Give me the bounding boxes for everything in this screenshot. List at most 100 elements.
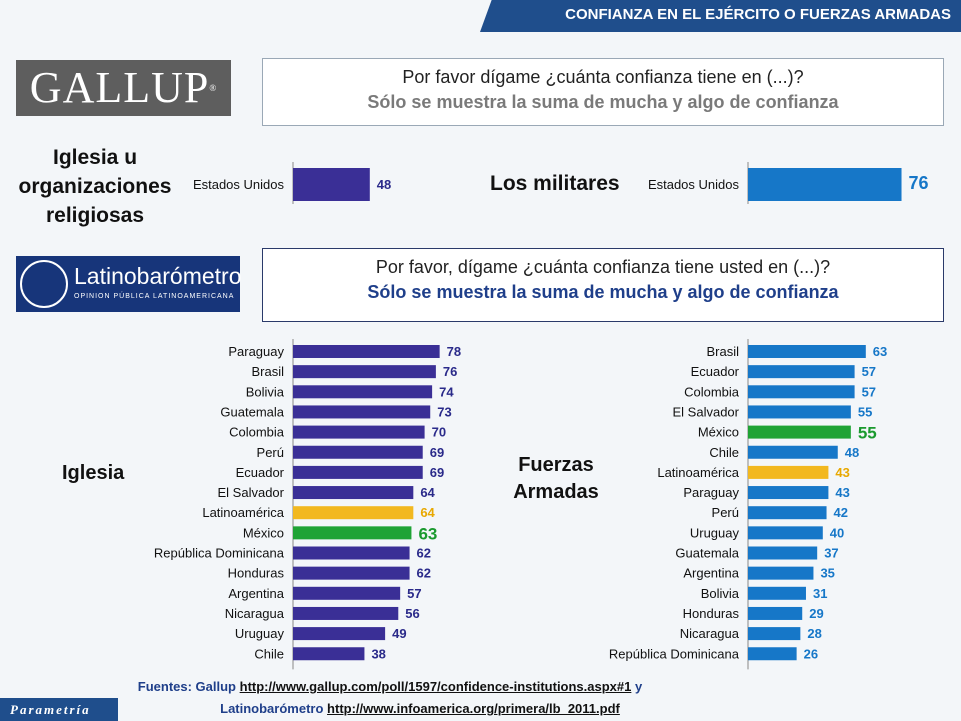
bar-el-salvador [293, 486, 414, 500]
category-label: México [243, 525, 284, 540]
category-label: Ecuador [236, 465, 285, 480]
bar-méxico [293, 526, 412, 540]
gallup-source-link[interactable]: http://www.gallup.com/poll/1597/confiden… [239, 679, 632, 694]
latinobarometro-source-link[interactable]: http://www.infoamerica.org/primera/lb_20… [327, 701, 620, 716]
category-label: Latinoamérica [202, 505, 284, 520]
category-label: Bolivia [246, 384, 285, 399]
bar-chile [748, 445, 838, 459]
sources-prefix-latinobarometro: Latinobarómetro [220, 701, 324, 716]
category-label: Colombia [229, 425, 285, 440]
category-label: Estados Unidos [648, 177, 740, 192]
fuerzas-armadas-label-line2: Armadas [513, 481, 599, 503]
category-label: Nicaragua [225, 606, 285, 621]
bar-nicaragua [293, 606, 399, 620]
category-label: Uruguay [690, 525, 740, 540]
category-label: Honduras [683, 606, 740, 621]
value-label: 69 [430, 445, 444, 460]
gallup-militares-label: Los militares [490, 172, 620, 195]
iglesia-label: Iglesia [62, 462, 125, 484]
category-label: Uruguay [235, 626, 285, 641]
category-label: Paraguay [683, 485, 739, 500]
value-label: 57 [862, 364, 876, 379]
category-label: El Salvador [673, 404, 740, 419]
value-label: 48 [845, 445, 859, 460]
latinobarometro-logo: Latinobarómetro OPINION PÚBLICA LATINOAM… [16, 256, 242, 312]
latinobarometro-note: Sólo se muestra la suma de mucha y algo … [367, 282, 839, 302]
value-label: 37 [824, 546, 838, 561]
bar-brasil [748, 345, 866, 358]
category-label: Chile [254, 646, 284, 661]
category-label: Nicaragua [680, 626, 740, 641]
gallup-iglesia-label-line1: Iglesia u [52, 146, 138, 169]
bar-latinoamérica [748, 465, 829, 479]
bar-paraguay [748, 486, 829, 500]
value-label: 55 [858, 404, 872, 419]
category-label: Perú [257, 445, 284, 460]
category-label: República Dominicana [609, 646, 740, 661]
bar-argentina [748, 566, 814, 580]
value-label: 69 [430, 465, 444, 480]
value-label: 63 [873, 344, 887, 359]
sources-prefix-gallup: Fuentes: Gallup [137, 679, 236, 694]
value-label: 64 [420, 485, 435, 500]
category-label: Colombia [684, 384, 740, 399]
bar-chile [293, 647, 365, 661]
sources-line2: Latinobarómetro http://www.infoamerica.o… [30, 701, 810, 716]
bar-guatemala [748, 546, 818, 560]
category-label: Argentina [228, 586, 284, 601]
bar-ecuador [293, 465, 423, 479]
bar-colombia [293, 425, 425, 439]
latinobarometro-logo-sub: OPINION PÚBLICA LATINOAMERICANA [74, 293, 235, 300]
value-label: 64 [420, 505, 435, 520]
value-label: 57 [407, 586, 421, 601]
value-label: 74 [439, 384, 454, 399]
sources-connector: y [635, 679, 643, 694]
bar-brasil [293, 365, 436, 379]
category-label: Honduras [228, 566, 285, 581]
bar-perú [748, 506, 827, 520]
bar-uruguay [748, 526, 823, 540]
category-label: Paraguay [228, 344, 284, 359]
value-label: 78 [447, 344, 461, 359]
bar-colombia [748, 385, 855, 399]
value-label: 55 [858, 424, 877, 443]
bar-latinoamérica [293, 506, 414, 520]
latinobarometro-question: Por favor, dígame ¿cuánta confianza tien… [375, 257, 831, 277]
category-label: Chile [709, 445, 739, 460]
bar-paraguay [293, 345, 440, 358]
category-label: Perú [712, 505, 739, 520]
category-label: Guatemala [675, 546, 739, 561]
category-label: Argentina [683, 566, 739, 581]
latinobarometro-logo-name: Latinobarómetro [74, 263, 242, 289]
fuerzas-armadas-label: Fuerzas Armadas [508, 452, 604, 506]
category-label: El Salvador [218, 485, 285, 500]
value-label: 63 [418, 524, 437, 543]
bar-bolivia [293, 385, 433, 399]
value-label: 29 [809, 606, 823, 621]
gallup-question: Por favor dígame ¿cuánta confianza tiene… [402, 67, 804, 87]
gallup-iglesia-label-line2: organizaciones [18, 175, 172, 198]
bar-perú [293, 445, 423, 459]
bar-honduras [293, 566, 410, 580]
category-label: Brasil [706, 344, 739, 359]
value-label: 28 [807, 626, 821, 641]
value-label: 62 [417, 566, 431, 581]
bar-ecuador [748, 365, 855, 379]
category-label: Guatemala [220, 404, 284, 419]
value-label: 31 [813, 586, 827, 601]
gallup-logo-text: GALLUP [29, 63, 210, 112]
fuerzas-armadas-label-line1: Fuerzas [518, 454, 594, 476]
value-label: 35 [820, 566, 834, 581]
category-label: República Dominicana [154, 546, 285, 561]
latinobarometro-emblem [20, 260, 68, 308]
value-label: 70 [432, 425, 446, 440]
bar-el-salvador [748, 405, 851, 419]
bar-nicaragua [748, 627, 801, 641]
gallup-iglesia-label: Iglesia u organizaciones religiosas [10, 143, 180, 230]
category-label: México [698, 425, 739, 440]
value-label: 49 [392, 626, 406, 641]
bar-bolivia [748, 586, 806, 600]
value-label: 43 [835, 465, 849, 480]
